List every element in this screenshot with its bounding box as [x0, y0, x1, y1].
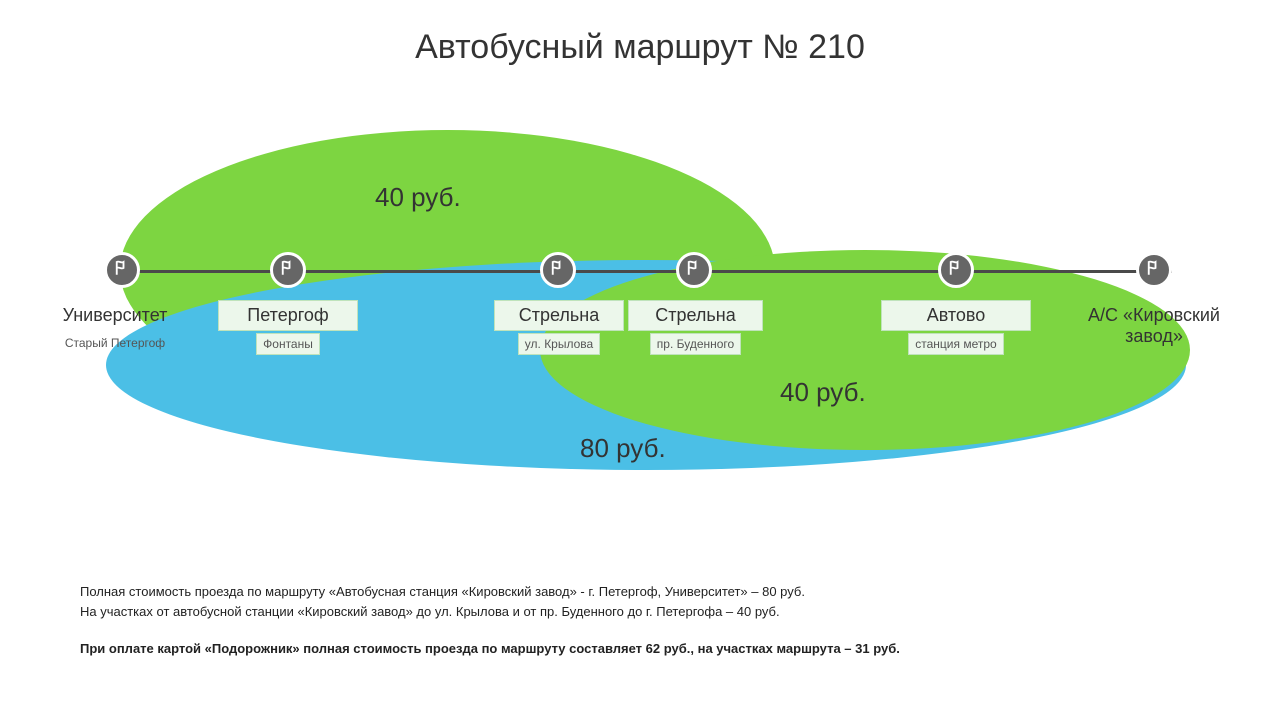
stop-sublabel: ул. Крылова: [518, 333, 600, 355]
price-zone-top: 40 руб.: [375, 182, 461, 213]
stop-name: Университет: [40, 300, 190, 331]
stop-marker: [676, 252, 712, 288]
stop-marker: [270, 252, 306, 288]
footer-line3: При оплате картой «Подорожник» полная ст…: [80, 639, 1220, 660]
flag-icon: [279, 259, 297, 282]
price-full: 80 руб.: [580, 433, 666, 464]
stop-name: Стрельна: [494, 300, 624, 331]
stop-sublabel: Старый Петергоф: [59, 333, 171, 353]
page-title: Автобусный маршрут № 210: [0, 0, 1280, 67]
stop-name: Стрельна: [628, 300, 763, 331]
stop-name: Автово: [881, 300, 1031, 331]
flag-icon: [113, 259, 131, 282]
stop-label: ПетергофФонтаны: [218, 300, 358, 355]
stop-name: А/С «Кировский завод»: [1064, 300, 1244, 352]
stop-marker: [104, 252, 140, 288]
stop-marker: [938, 252, 974, 288]
footer-line1: Полная стоимость проезда по маршруту «Ав…: [80, 582, 1220, 603]
stop-marker: [540, 252, 576, 288]
flag-icon: [549, 259, 567, 282]
stop-label: УниверситетСтарый Петергоф: [40, 300, 190, 353]
flag-icon: [1145, 259, 1163, 282]
stop-label: А/С «Кировский завод»: [1064, 300, 1244, 352]
price-zone-right: 40 руб.: [780, 377, 866, 408]
stop-label: Автовостанция метро: [881, 300, 1031, 355]
stop-marker: [1136, 252, 1172, 288]
stop-sublabel: пр. Буденного: [650, 333, 741, 355]
stop-sublabel: Фонтаны: [256, 333, 320, 355]
footer-line2: На участках от автобусной станции «Киров…: [80, 602, 1220, 623]
stop-sublabel: станция метро: [908, 333, 1003, 355]
stop-label: Стрельнапр. Буденного: [628, 300, 763, 355]
stop-name: Петергоф: [218, 300, 358, 331]
flag-icon: [947, 259, 965, 282]
stop-label: Стрельнаул. Крылова: [494, 300, 624, 355]
footer-notes: Полная стоимость проезда по маршруту «Ав…: [80, 582, 1220, 660]
route-diagram: 40 руб. 40 руб. 80 руб. УниверситетСтары…: [0, 120, 1280, 480]
flag-icon: [685, 259, 703, 282]
